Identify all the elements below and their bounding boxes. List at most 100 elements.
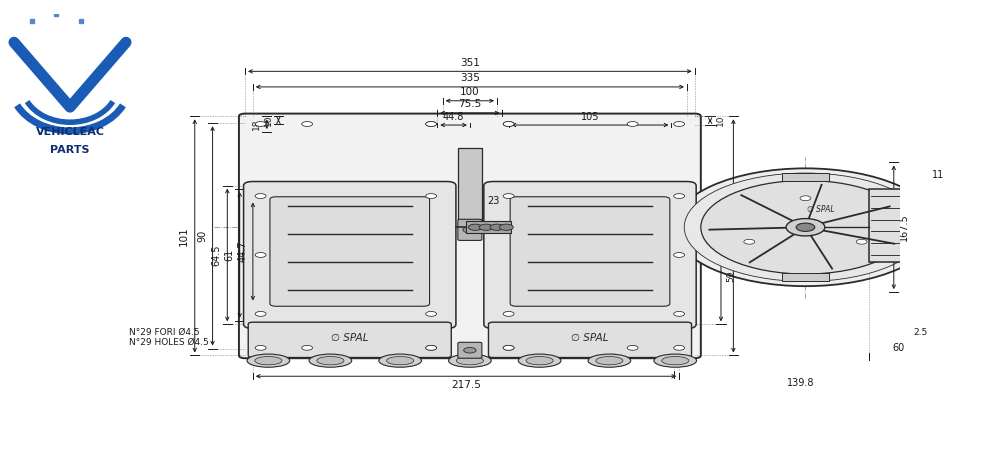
Circle shape xyxy=(479,224,493,230)
Text: 18: 18 xyxy=(252,118,261,130)
Text: 60.: 60. xyxy=(716,223,731,232)
Bar xyxy=(466,221,511,233)
Text: 1: 1 xyxy=(722,214,726,220)
Circle shape xyxy=(463,227,477,233)
Text: PARTS: PARTS xyxy=(50,145,90,155)
Text: 59: 59 xyxy=(727,270,736,282)
Circle shape xyxy=(426,194,437,198)
Ellipse shape xyxy=(526,356,553,365)
Bar xyxy=(869,189,928,262)
Circle shape xyxy=(674,346,685,350)
Text: 2.5: 2.5 xyxy=(913,328,927,338)
Text: 60: 60 xyxy=(892,343,905,353)
Circle shape xyxy=(426,122,437,126)
Ellipse shape xyxy=(596,356,623,365)
Circle shape xyxy=(426,311,437,316)
Text: ∅ SPAL: ∅ SPAL xyxy=(571,333,609,343)
Circle shape xyxy=(255,194,266,198)
Circle shape xyxy=(503,122,514,126)
FancyBboxPatch shape xyxy=(239,113,701,358)
Circle shape xyxy=(796,223,815,231)
FancyBboxPatch shape xyxy=(484,181,696,328)
Text: ∅ SPAL: ∅ SPAL xyxy=(807,205,835,214)
Circle shape xyxy=(701,180,910,274)
Ellipse shape xyxy=(588,354,631,367)
Text: 75.5: 75.5 xyxy=(458,99,482,109)
Circle shape xyxy=(426,122,437,126)
Circle shape xyxy=(856,239,867,244)
Bar xyxy=(458,148,482,227)
Circle shape xyxy=(426,346,437,350)
Ellipse shape xyxy=(518,354,561,367)
Text: VEHICLEAC: VEHICLEAC xyxy=(401,209,539,229)
Ellipse shape xyxy=(379,354,421,367)
Text: 167.5: 167.5 xyxy=(899,213,909,241)
Text: 44.8: 44.8 xyxy=(443,112,464,122)
Circle shape xyxy=(786,219,825,236)
Circle shape xyxy=(503,346,514,350)
Text: 101: 101 xyxy=(179,226,189,246)
Circle shape xyxy=(674,252,685,257)
FancyBboxPatch shape xyxy=(270,197,430,306)
Circle shape xyxy=(490,224,504,230)
Circle shape xyxy=(503,122,514,126)
Circle shape xyxy=(627,122,638,126)
FancyBboxPatch shape xyxy=(510,197,670,306)
Bar xyxy=(782,273,829,282)
Circle shape xyxy=(255,311,266,316)
Circle shape xyxy=(674,311,685,316)
Ellipse shape xyxy=(387,356,414,365)
Text: 351: 351 xyxy=(460,58,480,68)
Circle shape xyxy=(684,173,927,281)
Ellipse shape xyxy=(317,356,344,365)
Circle shape xyxy=(302,346,313,350)
Circle shape xyxy=(499,224,513,230)
Circle shape xyxy=(426,346,437,350)
Circle shape xyxy=(503,194,514,198)
Text: PARTS: PARTS xyxy=(430,243,509,263)
Text: 335: 335 xyxy=(460,73,480,83)
Circle shape xyxy=(503,346,514,350)
Circle shape xyxy=(255,346,266,350)
Bar xyxy=(782,173,829,181)
Text: 139.8: 139.8 xyxy=(787,378,815,388)
Circle shape xyxy=(464,347,476,353)
Text: 136: 136 xyxy=(739,226,749,246)
Circle shape xyxy=(674,122,685,126)
Circle shape xyxy=(744,239,755,244)
Circle shape xyxy=(627,346,638,350)
Text: 44.7: 44.7 xyxy=(237,241,247,262)
FancyBboxPatch shape xyxy=(458,342,482,358)
Circle shape xyxy=(255,122,266,126)
Text: VEHICLEAC: VEHICLEAC xyxy=(36,127,104,137)
Ellipse shape xyxy=(255,356,282,365)
Circle shape xyxy=(255,252,266,257)
Circle shape xyxy=(468,224,482,230)
FancyBboxPatch shape xyxy=(248,322,451,358)
Ellipse shape xyxy=(662,356,689,365)
Circle shape xyxy=(674,194,685,198)
Text: 61: 61 xyxy=(224,249,234,261)
Ellipse shape xyxy=(654,354,697,367)
Text: ∅ SPAL: ∅ SPAL xyxy=(331,333,368,343)
Ellipse shape xyxy=(247,354,290,367)
Text: 23: 23 xyxy=(487,196,499,206)
Text: 10: 10 xyxy=(716,115,725,126)
FancyBboxPatch shape xyxy=(244,181,456,328)
FancyBboxPatch shape xyxy=(488,322,692,358)
Ellipse shape xyxy=(309,354,352,367)
Circle shape xyxy=(674,168,937,286)
Text: 105: 105 xyxy=(581,112,599,122)
Ellipse shape xyxy=(449,354,491,367)
Text: 10: 10 xyxy=(264,114,273,126)
Text: 64.5: 64.5 xyxy=(212,244,222,266)
Ellipse shape xyxy=(456,356,483,365)
Text: 217.5: 217.5 xyxy=(451,380,481,390)
Text: 90: 90 xyxy=(197,230,207,242)
FancyBboxPatch shape xyxy=(458,219,482,240)
Circle shape xyxy=(503,311,514,316)
Text: 5: 5 xyxy=(722,228,726,234)
Circle shape xyxy=(800,196,811,201)
Text: 11: 11 xyxy=(932,171,944,180)
Text: N°29 FORI Ø4.5
N°29 HOLES Ø4.5: N°29 FORI Ø4.5 N°29 HOLES Ø4.5 xyxy=(129,328,209,347)
